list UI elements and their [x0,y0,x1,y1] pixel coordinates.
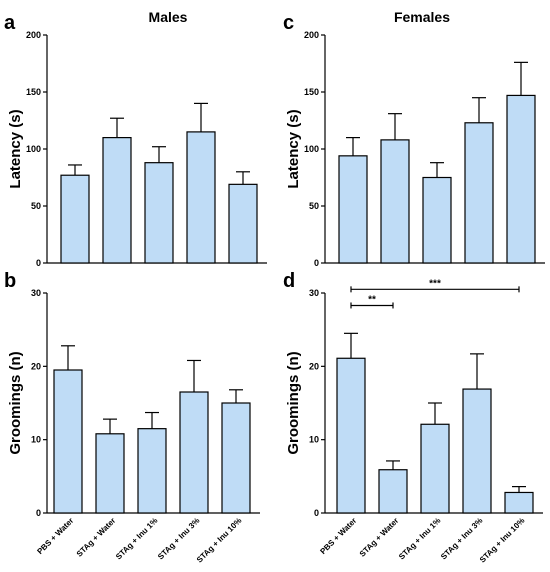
panel-letter-b: b [4,270,16,292]
y-tick-label: 100 [304,144,319,154]
panel-letter-d: d [283,270,295,292]
y-tick-label: 150 [304,87,319,97]
x-tick-label: STAg + Inu 10% [478,516,527,565]
bar [102,137,132,264]
bar [380,139,410,264]
y-axis-label: Groomings (n) [7,351,24,454]
bar [179,391,209,514]
x-tick-label: STAg + Inu 3% [439,516,484,561]
panel-letter-c: c [283,12,294,34]
x-tick-label: STAg + Inu 1% [114,516,159,561]
bar [422,176,452,264]
panel-letter-a: a [4,12,16,34]
x-tick-label: PBS + Water [318,516,358,556]
y-tick-label: 0 [314,258,319,268]
panel-b: b 0 10 20 30 Groomings (n) PBS + Water STAg + W… [4,270,260,565]
bar [336,357,366,514]
bar [53,369,83,514]
bar [506,94,536,264]
bar [60,174,90,264]
panel-d: d 0 10 20 30 Groomings (n) PBS + Water STAg + W… [283,270,543,565]
y-tick-label: 0 [36,258,41,268]
y-tick-label: 50 [309,201,319,211]
x-tick-label: STAg + Inu 1% [397,516,442,561]
bar [378,469,408,514]
y-tick-label: 20 [31,361,41,371]
bar [462,388,492,514]
y-tick-label: 10 [309,435,319,445]
y-axis-label: Groomings (n) [285,351,302,454]
y-tick-label: 150 [26,87,41,97]
bar [186,131,216,264]
panel-a: a 0 50 100 150 200 Latency (s) [4,12,267,268]
bar [464,122,494,264]
bar [228,183,258,264]
x-tick-label: STAg + Inu 10% [195,516,244,565]
y-tick-label: 200 [304,30,319,40]
y-tick-label: 30 [309,288,319,298]
y-tick-label: 30 [31,288,41,298]
bar [221,402,251,514]
y-axis-label: Latency (s) [285,109,302,188]
y-tick-label: 200 [26,30,41,40]
x-tick-label: STAg + Inu 3% [156,516,201,561]
significance-label: *** [429,278,441,289]
bar [338,155,368,264]
column-title-females: Females [394,9,450,25]
y-tick-label: 50 [31,201,41,211]
bar [95,433,125,514]
x-tick-label: STAg + Water [358,516,401,559]
x-tick-label: STAg + Water [75,516,118,559]
panel-c: c 0 50 100 150 200 Latency (s) [283,12,545,268]
y-tick-label: 100 [26,144,41,154]
y-tick-label: 0 [314,508,319,518]
significance-label: ** [368,294,376,305]
y-tick-label: 10 [31,435,41,445]
x-tick-label: PBS + Water [35,516,75,556]
bar [420,423,450,514]
bar [137,428,167,514]
column-title-males: Males [149,9,188,25]
y-tick-label: 20 [309,361,319,371]
bar [144,162,174,264]
bar [504,491,534,514]
y-axis-label: Latency (s) [7,109,24,188]
y-tick-label: 0 [36,508,41,518]
